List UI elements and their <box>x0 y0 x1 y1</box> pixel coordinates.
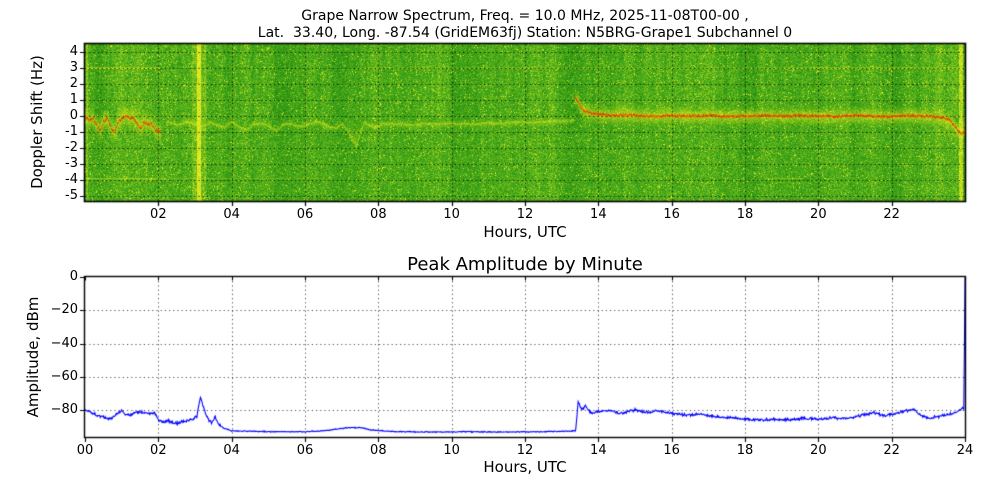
amplitude-xtick-18: 18 <box>736 443 754 458</box>
spectrogram-ylabel: Doppler Shift (Hz) <box>28 55 46 189</box>
spectrogram-xlabel: Hours, UTC <box>483 223 567 241</box>
spectrogram-xtick-08: 08 <box>370 207 387 222</box>
spectrogram-xtick-14: 14 <box>590 207 607 222</box>
spectrogram-ytick--1: -1 <box>65 124 78 140</box>
amplitude-xtick-04: 04 <box>223 443 240 458</box>
spectrogram-xtick-16: 16 <box>663 207 680 222</box>
amplitude-xlabel: Hours, UTC <box>483 458 567 476</box>
amplitude-xtick-02: 02 <box>150 443 167 458</box>
spectrogram-xtick-22: 22 <box>883 207 900 222</box>
amplitude-ytick-−60: −60 <box>50 368 78 384</box>
amplitude-xtick-00: 00 <box>76 443 94 458</box>
amplitude-xtick-24: 24 <box>956 443 974 458</box>
spectrogram-ytick-2: 2 <box>69 76 78 92</box>
spectrogram-ytick--5: -5 <box>65 188 78 204</box>
spectrogram-xtick-18: 18 <box>736 207 754 222</box>
spectrogram-xtick-02: 02 <box>150 207 167 222</box>
amplitude-xtick-06: 06 <box>296 443 314 458</box>
spectrogram-ytick-4: 4 <box>69 44 78 59</box>
spectrogram-title: Grape Narrow Spectrum, Freq. = 10.0 MHz,… <box>301 8 749 24</box>
amplitude-xtick-16: 16 <box>663 443 680 458</box>
spectrogram-subtitle: Lat. 33.40, Long. -87.54 (GridEM63fj) St… <box>257 25 793 41</box>
amplitude-xtick-14: 14 <box>590 443 607 458</box>
amplitude-ytick-−80: −80 <box>50 402 78 418</box>
amplitude-xtick-08: 08 <box>370 443 387 458</box>
spectrogram-ytick-1: 1 <box>69 92 78 108</box>
spectrogram-ytick-3: 3 <box>69 60 78 76</box>
spectrogram-ytick--3: -3 <box>65 156 78 172</box>
spectrogram-ytick-0: 0 <box>69 108 78 124</box>
spectrogram-xtick-04: 04 <box>223 207 240 222</box>
spectrogram-xtick-20: 20 <box>810 207 827 222</box>
amplitude-ytick-−40: −40 <box>50 335 78 351</box>
spectrogram-xtick-06: 06 <box>296 207 314 222</box>
spectrogram-ytick--2: -2 <box>65 140 78 156</box>
amplitude-xtick-12: 12 <box>516 443 534 458</box>
spectrogram-xtick-10: 10 <box>443 207 460 222</box>
amplitude-xtick-10: 10 <box>443 443 460 458</box>
amplitude-ytick-0: 0 <box>69 269 78 284</box>
spectrogram-xtick-12: 12 <box>516 207 534 222</box>
amplitude-ytick-−20: −20 <box>50 302 78 318</box>
spectrogram-ytick--4: -4 <box>65 172 78 188</box>
amplitude-xtick-22: 22 <box>883 443 900 458</box>
amplitude-title: Peak Amplitude by Minute <box>407 254 643 275</box>
amplitude-xtick-20: 20 <box>810 443 827 458</box>
